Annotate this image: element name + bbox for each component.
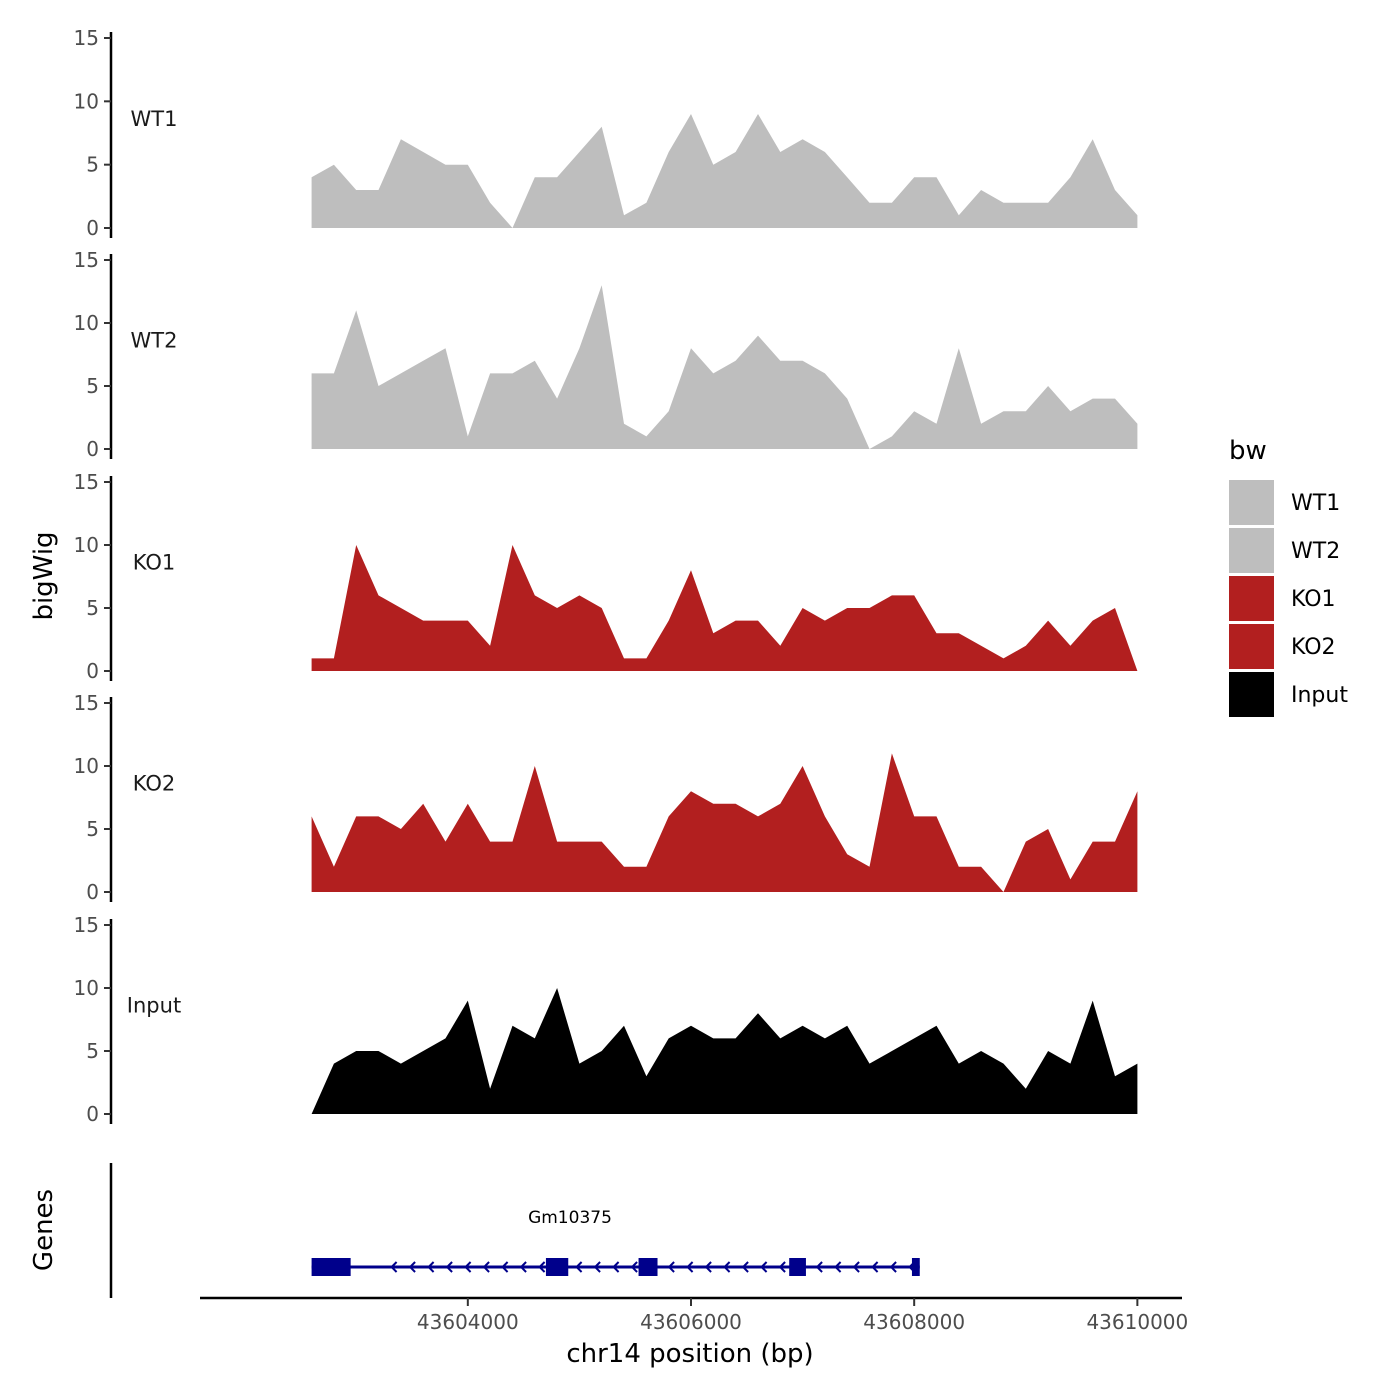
legend-entry-input: Input: [1229, 672, 1348, 717]
y-tick-label: 0: [86, 437, 99, 461]
gene-layer: [311, 1258, 920, 1276]
strand-arrow: [538, 1261, 546, 1273]
genes-axis-title: Genes: [29, 1189, 59, 1271]
legend-label: WT2: [1291, 539, 1340, 564]
exon: [311, 1258, 351, 1276]
gene-label: Gm10375: [528, 1208, 612, 1228]
y-tick-label: 10: [74, 754, 99, 778]
x-axis: 43604000 43606000 43608000 43610000 chr14 p…: [200, 1296, 1188, 1369]
track-wt2: 0 5 10 15 WT2: [74, 248, 1138, 461]
legend-entry-ko2: KO2: [1229, 624, 1336, 669]
y-tick-label: 0: [86, 216, 99, 240]
legend-entry-wt1: WT1: [1229, 480, 1340, 525]
legend-label: WT1: [1291, 491, 1340, 516]
strand-arrow: [834, 1261, 842, 1273]
signal-area-wt2: [311, 285, 1138, 449]
y-tick-label: 0: [86, 1102, 99, 1126]
y-tick-label: 0: [86, 880, 99, 904]
track-label-wt1: WT1: [131, 107, 178, 131]
strand-arrow: [501, 1261, 509, 1273]
strand-arrow: [723, 1261, 731, 1273]
x-tick-label: 43610000: [1086, 1310, 1188, 1334]
strand-arrow: [519, 1261, 527, 1273]
signal-area-ko2: [311, 753, 1138, 892]
legend-label: Input: [1291, 683, 1348, 708]
strand-arrow: [427, 1261, 435, 1273]
track-input: 0 5 10 15 Input: [74, 913, 1138, 1126]
track-label-ko1: KO1: [133, 551, 176, 575]
y-tick-label: 5: [86, 153, 99, 177]
strand-arrow: [760, 1261, 768, 1273]
strand-arrow: [464, 1261, 472, 1273]
strand-arrow: [667, 1261, 675, 1273]
legend-label: KO2: [1291, 635, 1336, 660]
signal-area-ko1: [311, 545, 1138, 671]
legend-entry-wt2: WT2: [1229, 528, 1340, 573]
strand-arrow: [482, 1261, 490, 1273]
track-wt1: 0 5 10 15 WT1: [74, 26, 1138, 240]
y-tick-label: 0: [86, 659, 99, 683]
y-tick-label: 10: [74, 311, 99, 335]
strand-arrow: [445, 1261, 453, 1273]
strand-arrow: [778, 1261, 786, 1273]
y-tick-label: 5: [86, 817, 99, 841]
strand-arrow: [815, 1261, 823, 1273]
legend-swatch: [1229, 672, 1274, 717]
strand-arrow: [741, 1261, 749, 1273]
y-tick-label: 15: [74, 470, 99, 494]
strand-arrow: [889, 1261, 897, 1273]
exon: [545, 1258, 569, 1276]
y-tick-label: 10: [74, 533, 99, 557]
legend-swatch: [1229, 576, 1274, 621]
signal-area-wt1: [311, 114, 1138, 228]
y-tick-label: 15: [74, 913, 99, 937]
y-tick-label: 5: [86, 1039, 99, 1063]
strand-arrow: [852, 1261, 860, 1273]
exon: [911, 1258, 920, 1276]
x-tick-label: 43604000: [417, 1310, 519, 1334]
track-ko1: 0 5 10 15 KO1: [74, 470, 1138, 683]
x-ticks: 43604000 43606000 43608000 43610000: [417, 1298, 1188, 1334]
x-tick-label: 43608000: [863, 1310, 965, 1334]
track-label-ko2: KO2: [133, 772, 176, 796]
x-axis-title: chr14 position (bp): [566, 1339, 813, 1369]
strand-arrow: [408, 1261, 416, 1273]
legend-title: bw: [1229, 436, 1267, 466]
strand-arrow: [593, 1261, 601, 1273]
legend-entry-ko1: KO1: [1229, 576, 1336, 621]
strand-arrow: [686, 1261, 694, 1273]
tracks-layer: 0 5 10 15 WT1 0 5 10 15 WT2 0 5 10 15 KO1 0 5 10 15 KO2 0 5 10…: [74, 26, 1138, 1126]
y-tick-label: 5: [86, 374, 99, 398]
exon: [789, 1258, 806, 1276]
legend-entries: WT1 WT2 KO1 KO2 Input: [1229, 480, 1348, 717]
legend-swatch: [1229, 480, 1274, 525]
genes-panel: Genes Gm10375: [29, 1163, 920, 1298]
y-axis-title: bigWig: [29, 531, 59, 620]
strand-arrow: [704, 1261, 712, 1273]
track-label-wt2: WT2: [131, 329, 178, 353]
x-tick-label: 43606000: [640, 1310, 742, 1334]
track-label-input: Input: [127, 994, 181, 1018]
legend-swatch: [1229, 624, 1274, 669]
strand-arrow: [390, 1261, 398, 1273]
legend-label: KO1: [1291, 587, 1336, 612]
y-tick-label: 15: [74, 26, 99, 50]
y-tick-label: 15: [74, 691, 99, 715]
strand-arrow: [630, 1261, 638, 1273]
legend: bw WT1 WT2 KO1 KO2 Input: [1229, 436, 1348, 717]
y-tick-label: 10: [74, 89, 99, 113]
exon: [638, 1258, 658, 1276]
y-tick-label: 10: [74, 976, 99, 1000]
strand-arrow: [871, 1261, 879, 1273]
strand-arrow: [575, 1261, 583, 1273]
strand-arrow: [612, 1261, 620, 1273]
y-tick-label: 15: [74, 248, 99, 272]
y-tick-label: 5: [86, 596, 99, 620]
track-ko2: 0 5 10 15 KO2: [74, 691, 1138, 904]
legend-swatch: [1229, 528, 1274, 573]
signal-area-input: [311, 988, 1138, 1114]
